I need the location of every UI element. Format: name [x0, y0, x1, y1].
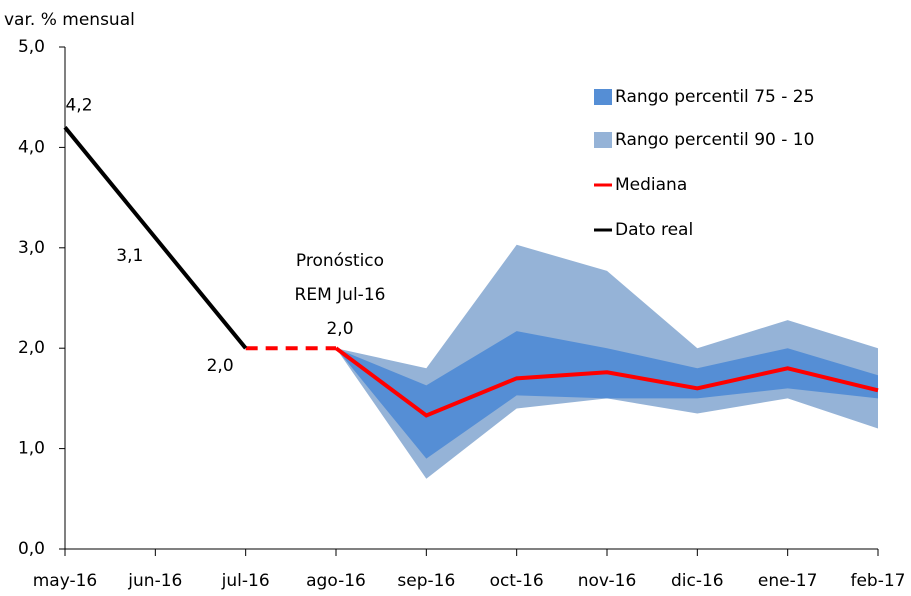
- y-tick-label: 3,0: [18, 238, 45, 258]
- y-tick-label: 1,0: [18, 439, 45, 459]
- legend-label: Rango percentil 90 - 10: [615, 130, 814, 150]
- line: [334, 346, 879, 418]
- x-tick-label: oct-16: [490, 571, 544, 591]
- x-tick-label: nov-16: [578, 571, 637, 591]
- annotation: 2,0: [326, 319, 353, 339]
- y-tick-label: 2,0: [18, 338, 45, 358]
- legend-label: Mediana: [615, 175, 687, 195]
- line: [63, 126, 248, 350]
- annotation: REM Jul-16: [295, 285, 386, 305]
- x-tick-label: sep-16: [397, 571, 455, 591]
- x-tick-label: dic-16: [671, 571, 724, 591]
- legend-label: Dato real: [615, 220, 693, 240]
- data-label: 3,1: [116, 246, 143, 266]
- data-label: 2,0: [207, 356, 234, 376]
- x-tick-label: jun-16: [127, 571, 182, 591]
- y-tick-label: 0,0: [18, 539, 45, 559]
- x-tick-label: ago-16: [306, 571, 366, 591]
- x-tick-label: feb-17: [850, 571, 905, 591]
- y-tick-label: 5,0: [18, 37, 45, 57]
- y-axis-label: var. % mensual: [4, 10, 135, 30]
- legend-label: Rango percentil 75 - 25: [615, 87, 814, 107]
- annotation: Pronóstico: [296, 251, 384, 271]
- y-tick-label: 4,0: [18, 137, 45, 157]
- band: [336, 331, 878, 459]
- x-tick-label: jul-16: [221, 571, 270, 591]
- legend-swatch: [594, 132, 612, 148]
- x-tick-label: ene-17: [758, 571, 817, 591]
- legend-swatch: [594, 89, 612, 105]
- data-label: 4,2: [65, 95, 92, 115]
- x-tick-label: may-16: [33, 571, 98, 591]
